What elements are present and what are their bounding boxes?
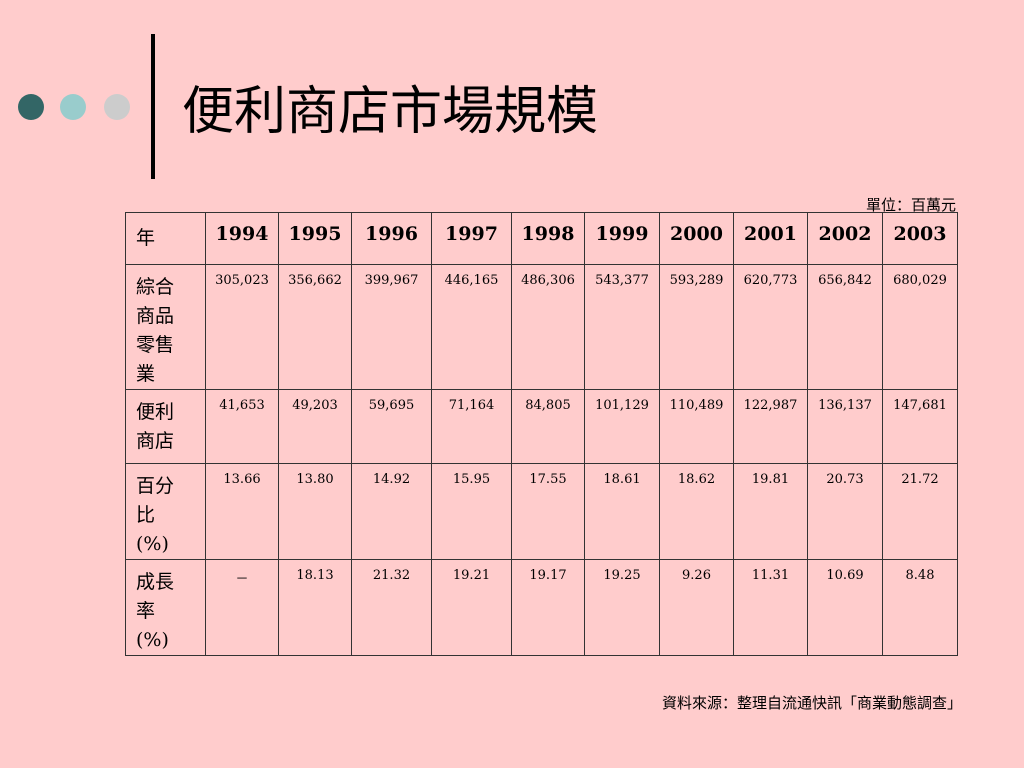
table-cell: 13.80 <box>278 463 352 560</box>
table-cell: 656,842 <box>807 264 883 390</box>
table-cell: － <box>205 559 279 656</box>
decor-dot-gray <box>104 94 130 120</box>
year-header: 1998 <box>511 212 585 265</box>
table-cell: 680,029 <box>882 264 958 390</box>
year-header: 2001 <box>733 212 808 265</box>
row-label: 成長 率 (%) <box>125 559 206 656</box>
table-cell: 19.25 <box>584 559 660 656</box>
table-cell: 41,653 <box>205 389 279 464</box>
year-header: 2002 <box>807 212 883 265</box>
table-cell: 14.92 <box>351 463 432 560</box>
table-cell: 21.72 <box>882 463 958 560</box>
table-cell: 356,662 <box>278 264 352 390</box>
table-cell: 543,377 <box>584 264 660 390</box>
year-header: 1997 <box>431 212 512 265</box>
table-cell: 59,695 <box>351 389 432 464</box>
table-cell: 49,203 <box>278 389 352 464</box>
table-row-general-retail: 綜合 商品 零售 業 305,023 356,662 399,967 446,1… <box>125 264 958 390</box>
table-cell: 486,306 <box>511 264 585 390</box>
table-cell: 18.61 <box>584 463 660 560</box>
year-header: 1999 <box>584 212 660 265</box>
table-row-growth-rate: 成長 率 (%) － 18.13 21.32 19.21 19.17 19.25… <box>125 559 958 656</box>
market-size-table: 年 1994 1995 1996 1997 1998 1999 2000 200… <box>125 212 958 656</box>
table-cell: 399,967 <box>351 264 432 390</box>
table-cell: 19.17 <box>511 559 585 656</box>
year-header: 2000 <box>659 212 734 265</box>
table-cell: 84,805 <box>511 389 585 464</box>
table-cell: 11.31 <box>733 559 808 656</box>
table-cell: 620,773 <box>733 264 808 390</box>
table-cell: 15.95 <box>431 463 512 560</box>
year-header: 2003 <box>882 212 958 265</box>
row-label: 百分 比 (%) <box>125 463 206 560</box>
table-cell: 101,129 <box>584 389 660 464</box>
year-header: 1995 <box>278 212 352 265</box>
table-cell: 19.81 <box>733 463 808 560</box>
table-cell: 8.48 <box>882 559 958 656</box>
table-cell: 122,987 <box>733 389 808 464</box>
header-row: 年 1994 1995 1996 1997 1998 1999 2000 200… <box>125 212 958 265</box>
table-cell: 20.73 <box>807 463 883 560</box>
table-cell: 21.32 <box>351 559 432 656</box>
table-cell: 446,165 <box>431 264 512 390</box>
slide-title: 便利商店市場規模 <box>182 82 599 142</box>
year-header: 1996 <box>351 212 432 265</box>
table-cell: 18.13 <box>278 559 352 656</box>
table-cell: 9.26 <box>659 559 734 656</box>
table-cell: 18.62 <box>659 463 734 560</box>
table-cell: 147,681 <box>882 389 958 464</box>
row-label: 便利 商店 <box>125 389 206 464</box>
unit-label: 單位：百萬元 <box>865 196 956 214</box>
title-divider <box>151 34 155 179</box>
table-cell: 71,164 <box>431 389 512 464</box>
source-note: 資料來源：整理自流通快訊「商業動態調查」 <box>661 694 962 712</box>
table-cell: 19.21 <box>431 559 512 656</box>
table-cell: 136,137 <box>807 389 883 464</box>
table-cell: 13.66 <box>205 463 279 560</box>
table-cell: 10.69 <box>807 559 883 656</box>
table-cell: 110,489 <box>659 389 734 464</box>
table-row-convenience-store: 便利 商店 41,653 49,203 59,695 71,164 84,805… <box>125 389 958 464</box>
table-cell: 305,023 <box>205 264 279 390</box>
decor-dot-teal <box>60 94 86 120</box>
decor-dot-dark <box>18 94 44 120</box>
year-header-label: 年 <box>125 212 206 265</box>
table-cell: 17.55 <box>511 463 585 560</box>
row-label: 綜合 商品 零售 業 <box>125 264 206 390</box>
table-row-percentage: 百分 比 (%) 13.66 13.80 14.92 15.95 17.55 1… <box>125 463 958 560</box>
year-header: 1994 <box>205 212 279 265</box>
table-cell: 593,289 <box>659 264 734 390</box>
